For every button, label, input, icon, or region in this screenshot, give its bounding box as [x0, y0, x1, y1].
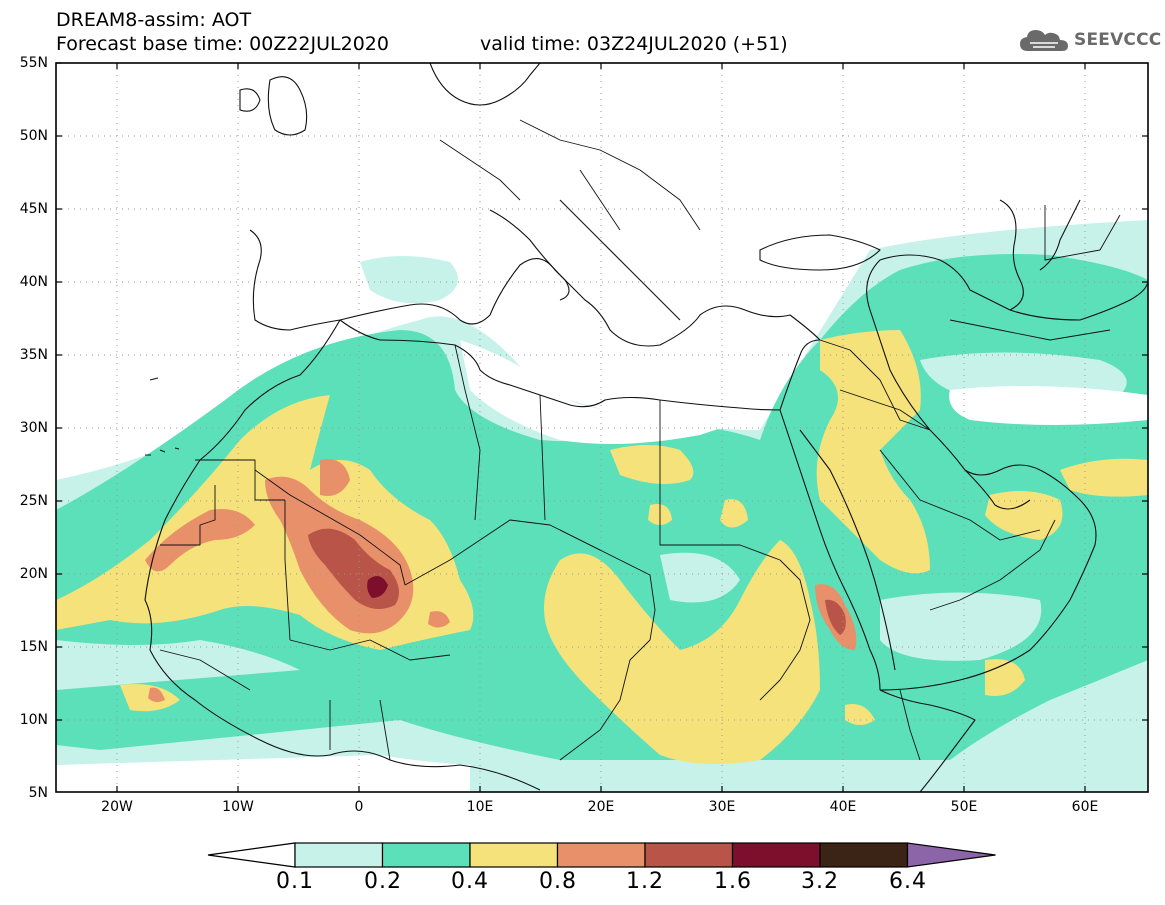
lat-label: 5N [28, 785, 48, 801]
header-title: DREAM8-assim: AOT [56, 9, 252, 31]
lon-label: 50E [950, 799, 978, 815]
lat-label: 25N [19, 493, 48, 509]
lat-label: 10N [19, 712, 48, 728]
colorbar-label: 0.4 [451, 869, 489, 894]
lat-label: 15N [19, 639, 48, 655]
colorbar-label: 6.4 [889, 869, 927, 894]
colorbar-label: 0.2 [364, 869, 402, 894]
lat-label: 40N [19, 274, 48, 290]
lon-label: 60E [1071, 799, 1099, 815]
lat-label: 50N [19, 128, 48, 144]
valid-time-label: valid time: 03Z24JUL2020 (+51) [480, 33, 788, 55]
base-time-label: Forecast base time: 00Z22JUL2020 [56, 33, 389, 55]
lon-label: 20E [587, 799, 615, 815]
colorbar-label: 1.6 [714, 869, 752, 894]
lon-label: 10W [222, 799, 254, 815]
axis-ticks [56, 62, 1148, 792]
lat-label: 45N [19, 201, 48, 217]
aot-white-gaps [56, 340, 1148, 792]
cloud-icon [1020, 30, 1068, 51]
graticule [56, 63, 1148, 792]
aot-1.6-region [367, 576, 388, 598]
colorbar-label: 0.1 [276, 869, 314, 894]
lon-label: 30E [708, 799, 736, 815]
lon-label: 20W [101, 799, 133, 815]
lat-label: 20N [19, 566, 48, 582]
lat-label: 30N [19, 420, 48, 436]
lon-label: 10E [466, 799, 494, 815]
seevccc-logo: SEEVCCC [1018, 25, 1161, 55]
lat-label: 35N [19, 347, 48, 363]
colorbar-label: 1.2 [626, 869, 664, 894]
lon-label: 0 [354, 799, 364, 815]
logo-text: SEEVCCC [1074, 30, 1162, 50]
country-borders [159, 119, 1121, 761]
lon-label: 40E [829, 799, 857, 815]
lat-label: 55N [19, 55, 48, 71]
coastlines [144, 63, 1148, 792]
colorbar-label: 3.2 [801, 869, 839, 894]
colorbar-label: 0.8 [539, 869, 577, 894]
